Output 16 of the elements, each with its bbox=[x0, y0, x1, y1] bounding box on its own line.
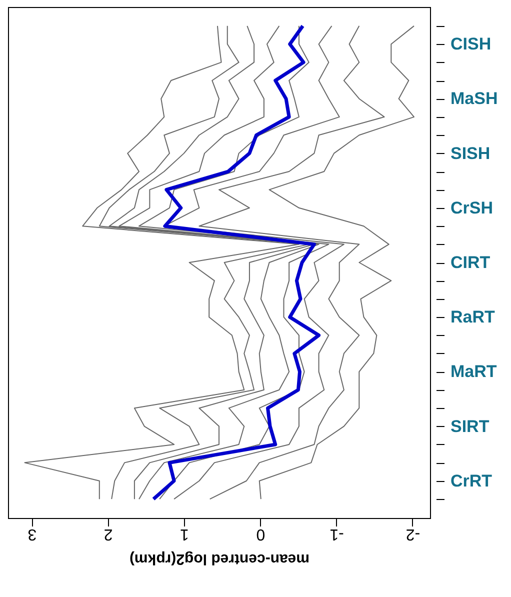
y-tick-label: CrRT bbox=[450, 471, 493, 490]
x-axis-title: mean-centred log2(rpkm) bbox=[129, 550, 310, 568]
x-tick-label: -2 bbox=[406, 526, 420, 542]
x-tick-label: 3 bbox=[28, 526, 37, 542]
y-tick-label: MaSH bbox=[450, 89, 498, 108]
y-tick-label: RaRT bbox=[450, 308, 496, 327]
y-tick-label: CIRT bbox=[450, 253, 491, 272]
y-tick-label: MaRT bbox=[450, 362, 498, 382]
x-tick-label: 0 bbox=[256, 526, 266, 542]
y-tick-label: SIRT bbox=[450, 416, 490, 436]
x-tick-label: 2 bbox=[104, 526, 113, 542]
y-tick-label: SISH bbox=[450, 144, 490, 163]
x-tick-label: 1 bbox=[180, 526, 189, 542]
y-tick-label: CrSH bbox=[450, 198, 494, 218]
y-tick-label: CISH bbox=[450, 34, 492, 54]
x-tick-label: -1 bbox=[330, 526, 344, 542]
